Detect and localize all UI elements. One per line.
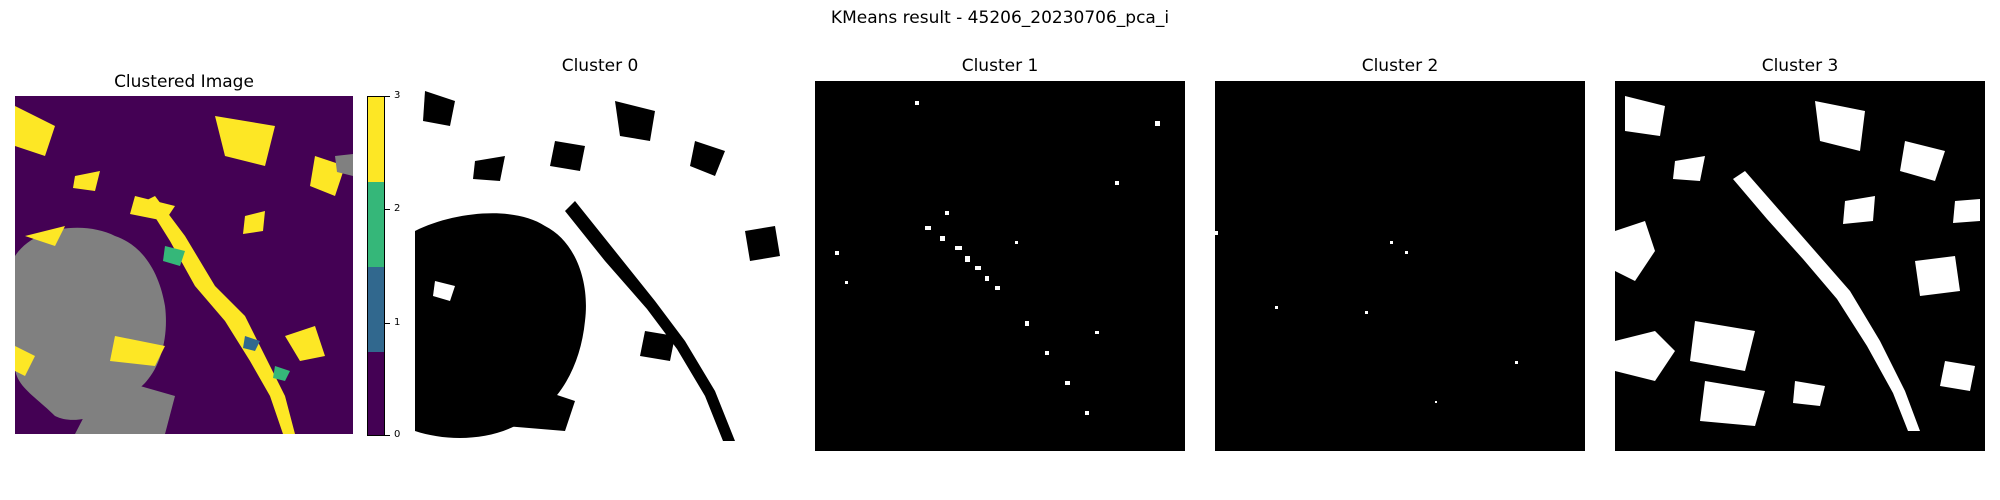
- colorbar-tick-1: 1: [394, 317, 401, 328]
- colorbar-tick-0: 0: [394, 429, 401, 440]
- panel-title-cluster-2: Cluster 2: [1361, 56, 1439, 76]
- panel-title-cluster-1: Cluster 1: [961, 56, 1039, 76]
- cluster-2-mask: [1215, 81, 1585, 451]
- panel-title-cluster-0: Cluster 0: [561, 56, 639, 76]
- colorbar-segment-1: [368, 267, 384, 352]
- panel-title-clustered: Clustered Image: [114, 72, 254, 92]
- clustered-image: [15, 96, 353, 434]
- colorbar-tick-3: 3: [394, 90, 401, 101]
- panel-title-cluster-3: Cluster 3: [1761, 56, 1839, 76]
- colorbar: [367, 96, 385, 436]
- colorbar-segment-3: [368, 97, 384, 182]
- colorbar-segment-2: [368, 182, 384, 267]
- cluster-3-mask: [1615, 81, 1985, 451]
- cluster-0-mask: [415, 81, 785, 451]
- cluster-1-mask: [815, 81, 1185, 451]
- colorbar-tick-2: 2: [394, 203, 401, 214]
- figure-title: KMeans result - 45206_20230706_pca_i: [830, 8, 1170, 28]
- colorbar-segment-0: [368, 352, 384, 435]
